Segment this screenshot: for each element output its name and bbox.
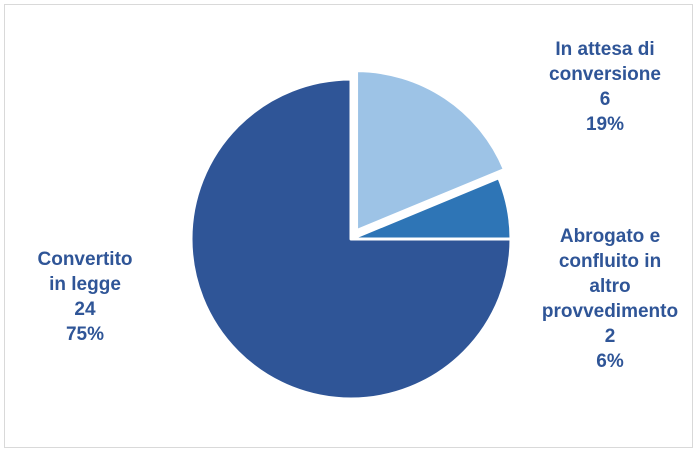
slice-in-attesa	[355, 69, 506, 233]
label-in-attesa-line-1: In attesa di	[555, 39, 655, 60]
label-abrogato-line-4: provvedimento	[541, 301, 679, 322]
label-abrogato: Abrogato e confluito in altro provvedime…	[525, 224, 695, 374]
label-abrogato-line-3: altro	[589, 276, 631, 297]
label-abrogato-value: 2	[604, 326, 616, 347]
label-convertito-value: 24	[74, 299, 96, 320]
label-convertito: Convertito in legge 24 75%	[20, 247, 150, 347]
label-abrogato-line-2: confluito in	[558, 251, 662, 272]
slice-convertito	[189, 77, 513, 401]
label-in-attesa: In attesa di conversione 6 19%	[520, 37, 690, 137]
label-abrogato-percent: 6%	[596, 351, 624, 372]
label-in-attesa-value: 6	[599, 89, 611, 110]
label-convertito-percent: 75%	[65, 324, 105, 345]
label-in-attesa-line-2: conversione	[549, 64, 661, 85]
label-in-attesa-percent: 19%	[585, 114, 625, 135]
label-convertito-line-1: Convertito	[37, 249, 133, 270]
label-abrogato-line-1: Abrogato e	[559, 226, 661, 247]
label-convertito-line-2: in legge	[49, 274, 121, 295]
